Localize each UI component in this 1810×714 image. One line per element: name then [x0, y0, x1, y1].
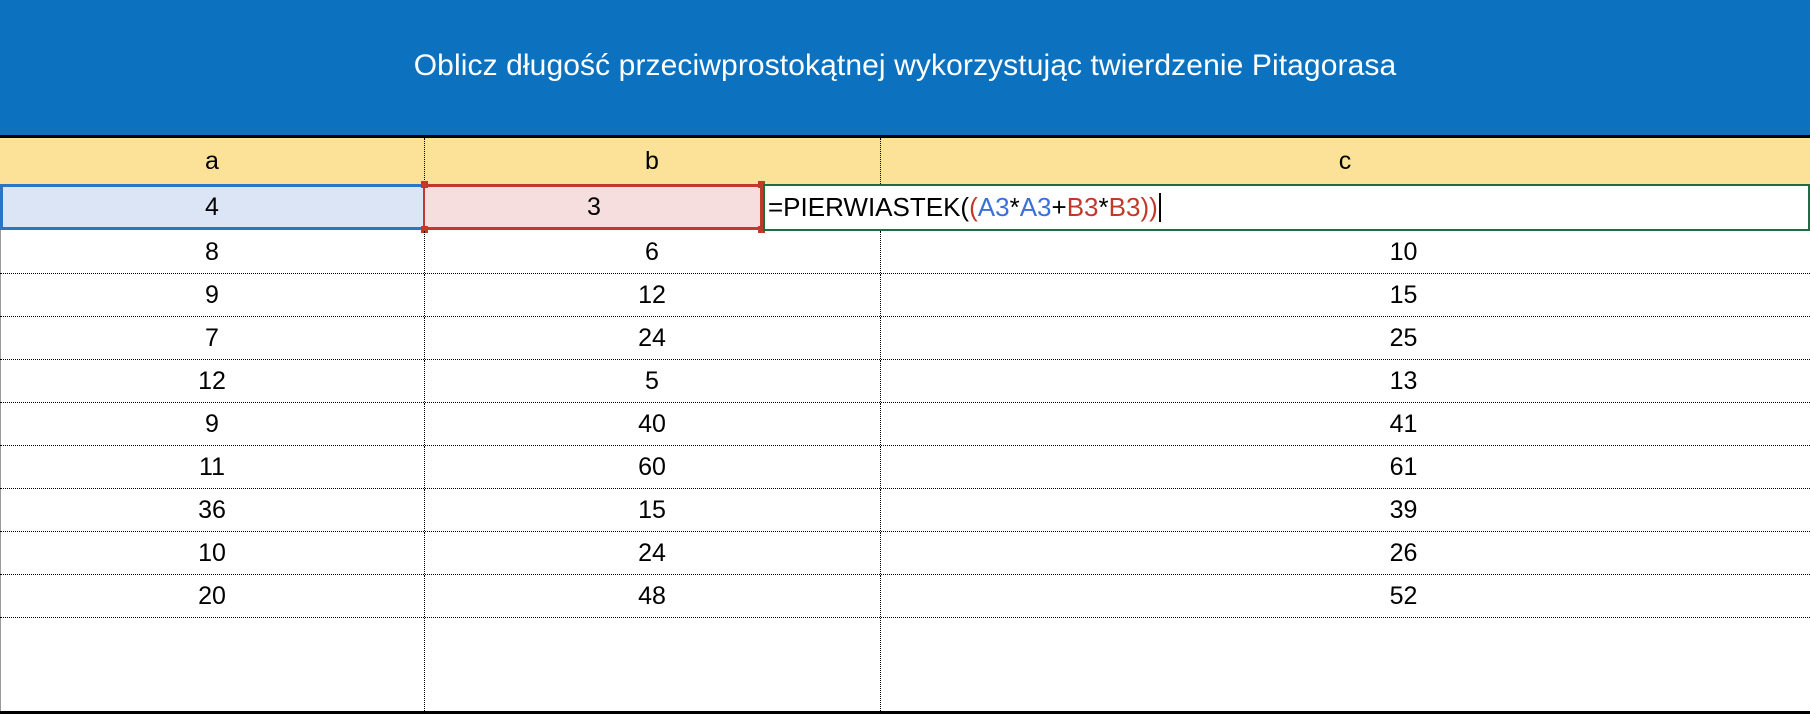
cell-c4-value: 10: [1389, 237, 1418, 266]
table-row[interactable]: 20 48 52: [0, 575, 1810, 619]
page-title: Oblicz długość przeciwprostokątnej wykor…: [413, 49, 1397, 82]
column-divider-b-c: [880, 360, 881, 403]
table-row[interactable]: 7 24 25: [0, 317, 1810, 361]
cell-c7-value: 13: [1389, 366, 1418, 395]
reference-handle-bottom-right[interactable]: [758, 226, 765, 233]
formula-token-ref-a3-first: A3: [977, 192, 1010, 222]
column-divider-a-b: [424, 618, 425, 711]
column-divider-b-c: [880, 317, 881, 360]
formula-token-ref-b3-second: B3: [1108, 192, 1141, 222]
cell-b5[interactable]: 12: [638, 280, 666, 309]
column-header-a[interactable]: a: [205, 146, 219, 175]
cell-a5[interactable]: 9: [205, 280, 219, 309]
formula-token-multiply-1: *: [1009, 192, 1020, 222]
reference-handle-top-left[interactable]: [421, 181, 428, 188]
cell-c6-value: 25: [1389, 323, 1418, 352]
formula-token-close-paren-inner: ): [1140, 192, 1150, 222]
table-row[interactable]: 9 40 41: [0, 403, 1810, 447]
column-divider-b-c: [880, 618, 881, 711]
cell-a11[interactable]: 10: [198, 538, 226, 567]
table-row[interactable]: 10 24 26: [0, 532, 1810, 576]
column-divider-a-b: [424, 575, 425, 618]
column-divider-b-c: [880, 138, 881, 184]
column-divider-a-b: [424, 231, 425, 274]
column-divider-a-b: [424, 138, 425, 184]
column-divider-b-c: [880, 489, 881, 532]
cell-a7[interactable]: 12: [198, 366, 226, 395]
column-divider-b-c: [880, 274, 881, 317]
formula-token-close-paren-outer: ): [1149, 192, 1158, 222]
cell-b10[interactable]: 15: [638, 495, 666, 524]
text-caret: [1158, 193, 1161, 222]
cell-c10-value: 39: [1389, 495, 1418, 524]
reference-handle-top-right[interactable]: [758, 181, 765, 188]
formula-token-open-paren: (: [969, 192, 978, 222]
column-divider-b-c: [880, 575, 881, 618]
cell-b8[interactable]: 40: [638, 409, 666, 438]
cell-b12[interactable]: 48: [638, 581, 666, 610]
column-divider-a-b: [424, 317, 425, 360]
table-row[interactable]: 36 15 39: [0, 489, 1810, 533]
cell-c12-value: 52: [1389, 581, 1418, 610]
table-row[interactable]: 11 60 61: [0, 446, 1810, 490]
reference-handle-bottom-left[interactable]: [421, 226, 428, 233]
column-divider-a-b: [424, 360, 425, 403]
formula-token-ref-a3-second: A3: [1019, 192, 1052, 222]
column-header-b[interactable]: b: [645, 146, 659, 175]
cell-a6[interactable]: 7: [205, 323, 219, 352]
cell-a8[interactable]: 9: [205, 409, 219, 438]
cell-b7[interactable]: 5: [645, 366, 659, 395]
cell-c5[interactable]: 15: [880, 274, 1810, 316]
column-divider-a-b: [424, 446, 425, 489]
cell-c3-formula-editor[interactable]: =PIERWIASTEK((A3*A3+B3*B3)): [763, 184, 1810, 231]
sheet-bottom-rule: [0, 711, 1810, 714]
formula-text: =PIERWIASTEK((A3*A3+B3*B3)): [765, 193, 1161, 222]
cell-a10[interactable]: 36: [198, 495, 226, 524]
table-row[interactable]: 12 5 13: [0, 360, 1810, 404]
cell-c5-value: 15: [1389, 280, 1418, 309]
sheet-left-edge: [0, 138, 1, 714]
cell-c4[interactable]: 10: [880, 231, 1810, 273]
table-header-row: a b c: [0, 138, 1810, 184]
cell-c8[interactable]: 41: [880, 403, 1810, 445]
formula-token-ref-b3-first: B3: [1066, 192, 1099, 222]
column-divider-a-b: [424, 274, 425, 317]
cell-c9[interactable]: 61: [880, 446, 1810, 488]
cell-c6[interactable]: 25: [880, 317, 1810, 359]
cell-c11[interactable]: 26: [880, 532, 1810, 574]
cell-c12[interactable]: 52: [880, 575, 1810, 617]
column-header-c[interactable]: c: [1338, 146, 1352, 175]
column-divider-a-b: [424, 403, 425, 446]
table-row[interactable]: 9 12 15: [0, 274, 1810, 318]
cell-b11[interactable]: 24: [638, 538, 666, 567]
column-divider-a-b: [424, 489, 425, 532]
cell-c11-value: 26: [1389, 538, 1418, 567]
cell-a4[interactable]: 8: [205, 237, 219, 266]
formula-token-function: =PIERWIASTEK(: [768, 192, 970, 222]
cell-a9[interactable]: 11: [199, 452, 225, 481]
cell-b9[interactable]: 60: [638, 452, 666, 481]
column-divider-b-c: [880, 231, 881, 274]
cell-b3-value: 3: [587, 192, 601, 221]
column-divider-b-c: [880, 446, 881, 489]
reference-highlight-a3[interactable]: [0, 184, 425, 230]
formula-token-plus: +: [1051, 192, 1067, 222]
reference-highlight-b3[interactable]: [425, 184, 763, 230]
column-divider-b-c: [880, 403, 881, 446]
cell-a12[interactable]: 20: [198, 581, 226, 610]
column-divider-a-b: [424, 532, 425, 575]
cell-c10[interactable]: 39: [880, 489, 1810, 531]
table-row[interactable]: 8 6 10: [0, 231, 1810, 275]
cell-c8-value: 41: [1389, 409, 1418, 438]
column-divider-b-c: [880, 532, 881, 575]
cell-a3-value: 4: [205, 192, 219, 221]
cell-c9-value: 61: [1389, 452, 1418, 481]
title-banner: Oblicz długość przeciwprostokątnej wykor…: [0, 0, 1810, 138]
table-trailing-area: [0, 618, 1810, 711]
cell-b4[interactable]: 6: [645, 237, 659, 266]
cell-c7[interactable]: 13: [880, 360, 1810, 402]
formula-token-multiply-2: *: [1098, 192, 1109, 222]
cell-b6[interactable]: 24: [638, 323, 666, 352]
